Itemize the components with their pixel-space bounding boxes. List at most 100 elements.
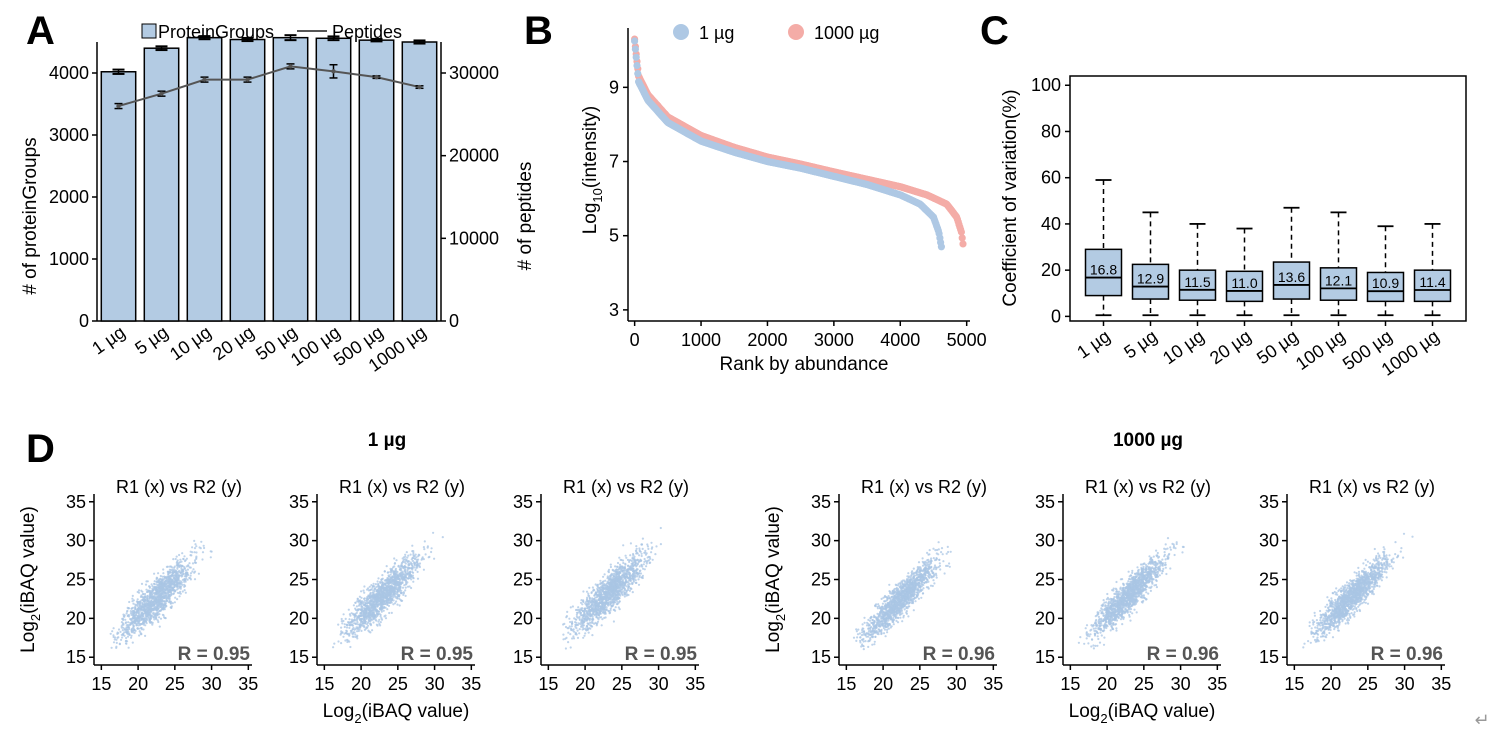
- line-point: [245, 77, 250, 82]
- data-point: [170, 582, 173, 585]
- box-body: [1178, 269, 1217, 301]
- data-point: [385, 588, 389, 591]
- data-point: [593, 600, 596, 604]
- data-point: [618, 600, 621, 603]
- data-point: [588, 595, 591, 598]
- data-point: [583, 634, 586, 637]
- data-point: [417, 558, 420, 561]
- data-point: [388, 611, 391, 615]
- scatter-plot-title: R1 (x) vs R2 (y): [339, 477, 465, 497]
- data-point: [591, 618, 594, 621]
- data-point: [165, 565, 168, 569]
- box-6: 10.9: [1366, 225, 1405, 317]
- data-point: [177, 575, 180, 578]
- data-point: [153, 580, 156, 583]
- data-point: [176, 559, 179, 562]
- data-point: [397, 577, 400, 581]
- data-point: [154, 602, 157, 605]
- data-point: [379, 613, 382, 617]
- data-point: [364, 610, 367, 613]
- data-point: [406, 556, 409, 559]
- scatter-y-tick-label: 30: [289, 531, 309, 551]
- data-point: [392, 587, 395, 590]
- data-point: [614, 601, 617, 604]
- data-point: [633, 555, 636, 558]
- data-point: [143, 596, 146, 599]
- data-point: [129, 617, 132, 621]
- data-point: [618, 563, 622, 566]
- data-point: [125, 626, 128, 629]
- data-point: [615, 565, 619, 568]
- data-point: [392, 599, 395, 602]
- data-point: [412, 550, 415, 553]
- data-point: [153, 613, 156, 616]
- data-point: [185, 565, 188, 568]
- data-point: [138, 619, 141, 622]
- data-point: [163, 600, 166, 603]
- data-point: [189, 550, 192, 553]
- data-point: [638, 574, 641, 577]
- data-point: [347, 608, 350, 611]
- data-point: [602, 610, 605, 613]
- data-point: [415, 561, 418, 564]
- data-point: [566, 610, 569, 614]
- data-point: [597, 614, 601, 617]
- data-point: [381, 605, 384, 609]
- data-point: [381, 602, 384, 606]
- data-point: [145, 590, 148, 594]
- data-point: [181, 564, 184, 568]
- legend-label-peptides: Peptides: [332, 22, 402, 42]
- data-point: [180, 575, 183, 578]
- data-point: [168, 568, 171, 571]
- chart-a-y2-tick-label: 10000: [449, 228, 499, 248]
- data-point: [378, 585, 381, 589]
- data-point: [360, 600, 364, 603]
- data-point: [142, 623, 145, 626]
- data-point: [590, 621, 593, 624]
- data-point: [625, 556, 628, 559]
- data-point: [406, 581, 409, 584]
- data-point: [364, 627, 368, 630]
- scatter-x-tick-label: 25: [388, 674, 408, 694]
- data-point: [122, 626, 125, 630]
- data-point: [157, 572, 160, 575]
- data-point: [394, 596, 397, 599]
- data-point: [148, 585, 151, 588]
- data-point: [180, 560, 183, 563]
- data-point: [182, 557, 185, 560]
- box-median-label: 11.4: [1419, 274, 1445, 290]
- data-point: [348, 618, 351, 621]
- data-point: [388, 601, 391, 605]
- data-point: [638, 565, 641, 568]
- data-point: [164, 581, 167, 584]
- data-point: [366, 597, 369, 600]
- chart-b-x-tick-label: 4000: [880, 330, 920, 350]
- box-4: 13.6: [1272, 206, 1311, 317]
- data-point: [651, 558, 654, 561]
- data-point: [131, 641, 134, 644]
- data-point: [631, 37, 639, 45]
- data-point: [156, 600, 159, 603]
- data-point: [151, 604, 154, 607]
- axis-title-main: Log: [323, 701, 355, 722]
- data-point: [142, 628, 145, 631]
- data-point: [176, 591, 179, 594]
- data-point: [165, 599, 168, 602]
- data-point: [173, 565, 176, 568]
- data-point: [140, 618, 143, 622]
- data-point: [341, 622, 344, 625]
- data-point: [127, 632, 130, 636]
- data-point: [135, 616, 139, 619]
- data-point: [340, 620, 343, 623]
- data-point: [168, 598, 171, 601]
- data-point: [193, 559, 197, 562]
- data-point: [650, 547, 653, 550]
- box-median-label: 11.5: [1184, 274, 1210, 290]
- data-point: [377, 577, 380, 580]
- box-body: [1413, 269, 1452, 303]
- data-point: [639, 569, 642, 572]
- data-point: [145, 588, 148, 591]
- data-point: [175, 581, 178, 584]
- box-5: 12.1: [1319, 211, 1358, 317]
- data-point: [181, 578, 184, 582]
